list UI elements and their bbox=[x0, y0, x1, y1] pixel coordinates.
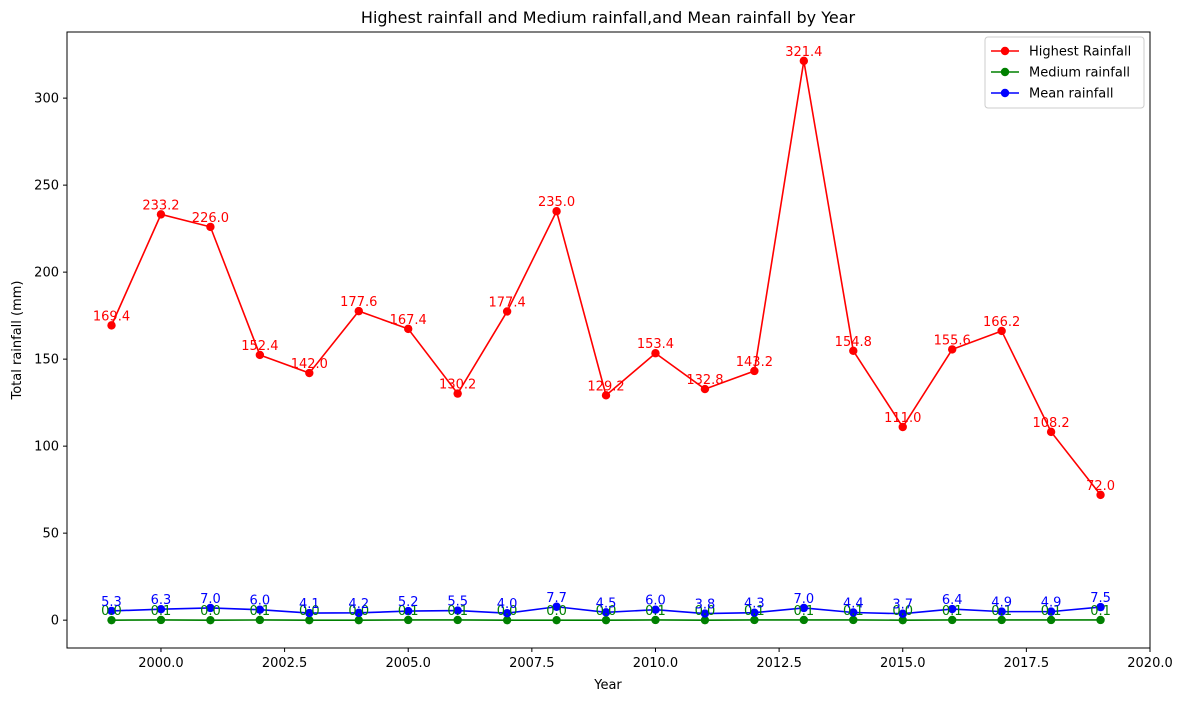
highest-rainfall-data-label: 130.2 bbox=[439, 378, 476, 393]
medium-rainfall-data-label: 0.1 bbox=[1090, 604, 1111, 619]
mean-rainfall-data-label: 6.4 bbox=[942, 593, 963, 608]
y-tick-label: 0 bbox=[51, 614, 59, 629]
highest-rainfall-data-label: 321.4 bbox=[785, 45, 822, 60]
x-tick-label: 2015.0 bbox=[880, 656, 926, 671]
y-tick-label: 100 bbox=[34, 440, 59, 455]
highest-rainfall-data-label: 111.0 bbox=[884, 411, 921, 426]
mean-rainfall-data-label: 6.0 bbox=[250, 594, 271, 609]
mean-rainfall-data-label: 7.0 bbox=[200, 592, 221, 607]
highest-rainfall-data-label: 143.2 bbox=[736, 355, 773, 370]
mean-rainfall-data-label: 4.1 bbox=[299, 597, 320, 612]
medium-rainfall-data-label: 0.0 bbox=[546, 604, 567, 619]
mean-rainfall-data-label: 4.9 bbox=[1041, 596, 1062, 611]
highest-rainfall-data-label: 169.4 bbox=[93, 309, 130, 324]
legend-highest-rainfall-swatch-marker bbox=[1001, 47, 1009, 55]
y-tick-label: 300 bbox=[34, 92, 59, 107]
x-axis-label: Year bbox=[593, 678, 622, 693]
x-tick-label: 2017.5 bbox=[1004, 656, 1050, 671]
x-tick-label: 2000.0 bbox=[138, 656, 184, 671]
mean-rainfall-data-label: 4.4 bbox=[843, 597, 864, 612]
highest-rainfall-data-label: 154.8 bbox=[835, 335, 872, 350]
mean-rainfall-data-label: 3.8 bbox=[695, 598, 716, 613]
legend-highest-rainfall-label: Highest Rainfall bbox=[1029, 45, 1131, 60]
highest-rainfall-data-label: 233.2 bbox=[142, 198, 179, 213]
x-tick-label: 2002.5 bbox=[262, 656, 308, 671]
highest-rainfall-data-label: 108.2 bbox=[1032, 416, 1069, 431]
legend-medium-rainfall-label: Medium rainfall bbox=[1029, 66, 1130, 81]
mean-rainfall-data-label: 5.3 bbox=[101, 595, 122, 610]
mean-rainfall-data-label: 4.5 bbox=[596, 596, 617, 611]
x-tick-label: 2020.0 bbox=[1127, 656, 1173, 671]
legend-mean-rainfall-label: Mean rainfall bbox=[1029, 87, 1113, 102]
legend-medium-rainfall-swatch-marker bbox=[1001, 68, 1009, 76]
y-axis-label: Total rainfall (mm) bbox=[10, 280, 25, 400]
mean-rainfall-data-label: 4.2 bbox=[348, 597, 369, 612]
mean-rainfall-data-label: 4.0 bbox=[497, 597, 518, 612]
mean-rainfall-data-label: 3.7 bbox=[892, 598, 913, 613]
mean-rainfall-data-label: 6.3 bbox=[151, 593, 172, 608]
y-tick-label: 250 bbox=[34, 179, 59, 194]
highest-rainfall-data-label: 142.0 bbox=[291, 357, 328, 372]
mean-rainfall-data-label: 5.2 bbox=[398, 595, 419, 610]
highest-rainfall-data-label: 152.4 bbox=[241, 339, 278, 354]
legend: Highest Rainfall Medium rainfall Mean rain… bbox=[985, 37, 1144, 108]
highest-rainfall-data-label: 235.0 bbox=[538, 195, 575, 210]
y-tick-label: 150 bbox=[34, 353, 59, 368]
highest-rainfall-data-label: 177.4 bbox=[489, 295, 526, 310]
mean-rainfall-data-label: 6.0 bbox=[645, 594, 666, 609]
mean-rainfall-data-label: 7.7 bbox=[546, 591, 567, 606]
highest-rainfall-data-label: 72.0 bbox=[1086, 479, 1115, 494]
mean-rainfall-data-label: 4.3 bbox=[744, 597, 765, 612]
highest-rainfall-data-label: 132.8 bbox=[686, 373, 723, 388]
legend-mean-rainfall-swatch-marker bbox=[1001, 89, 1009, 97]
highest-rainfall-data-label: 226.0 bbox=[192, 211, 229, 226]
x-tick-label: 2007.5 bbox=[509, 656, 555, 671]
mean-rainfall-data-label: 7.5 bbox=[1090, 591, 1111, 606]
highest-rainfall-data-label: 129.2 bbox=[587, 379, 624, 394]
highest-rainfall-data-label: 177.6 bbox=[340, 295, 377, 310]
chart-title: Highest rainfall and Medium rainfall,and… bbox=[361, 8, 856, 27]
highest-rainfall-data-label: 166.2 bbox=[983, 315, 1020, 330]
mean-rainfall-data-label: 7.0 bbox=[793, 592, 814, 607]
mean-rainfall-data-label: 5.5 bbox=[447, 595, 468, 610]
highest-rainfall-data-label: 155.6 bbox=[934, 333, 971, 348]
y-tick-label: 50 bbox=[42, 527, 59, 542]
highest-rainfall-data-label: 167.4 bbox=[390, 313, 427, 328]
mean-rainfall-data-label: 4.9 bbox=[991, 596, 1012, 611]
x-tick-label: 2012.5 bbox=[756, 656, 802, 671]
highest-rainfall-data-label: 153.4 bbox=[637, 337, 674, 352]
x-tick-label: 2005.0 bbox=[385, 656, 431, 671]
x-tick-label: 2010.0 bbox=[633, 656, 679, 671]
y-tick-label: 200 bbox=[34, 266, 59, 281]
